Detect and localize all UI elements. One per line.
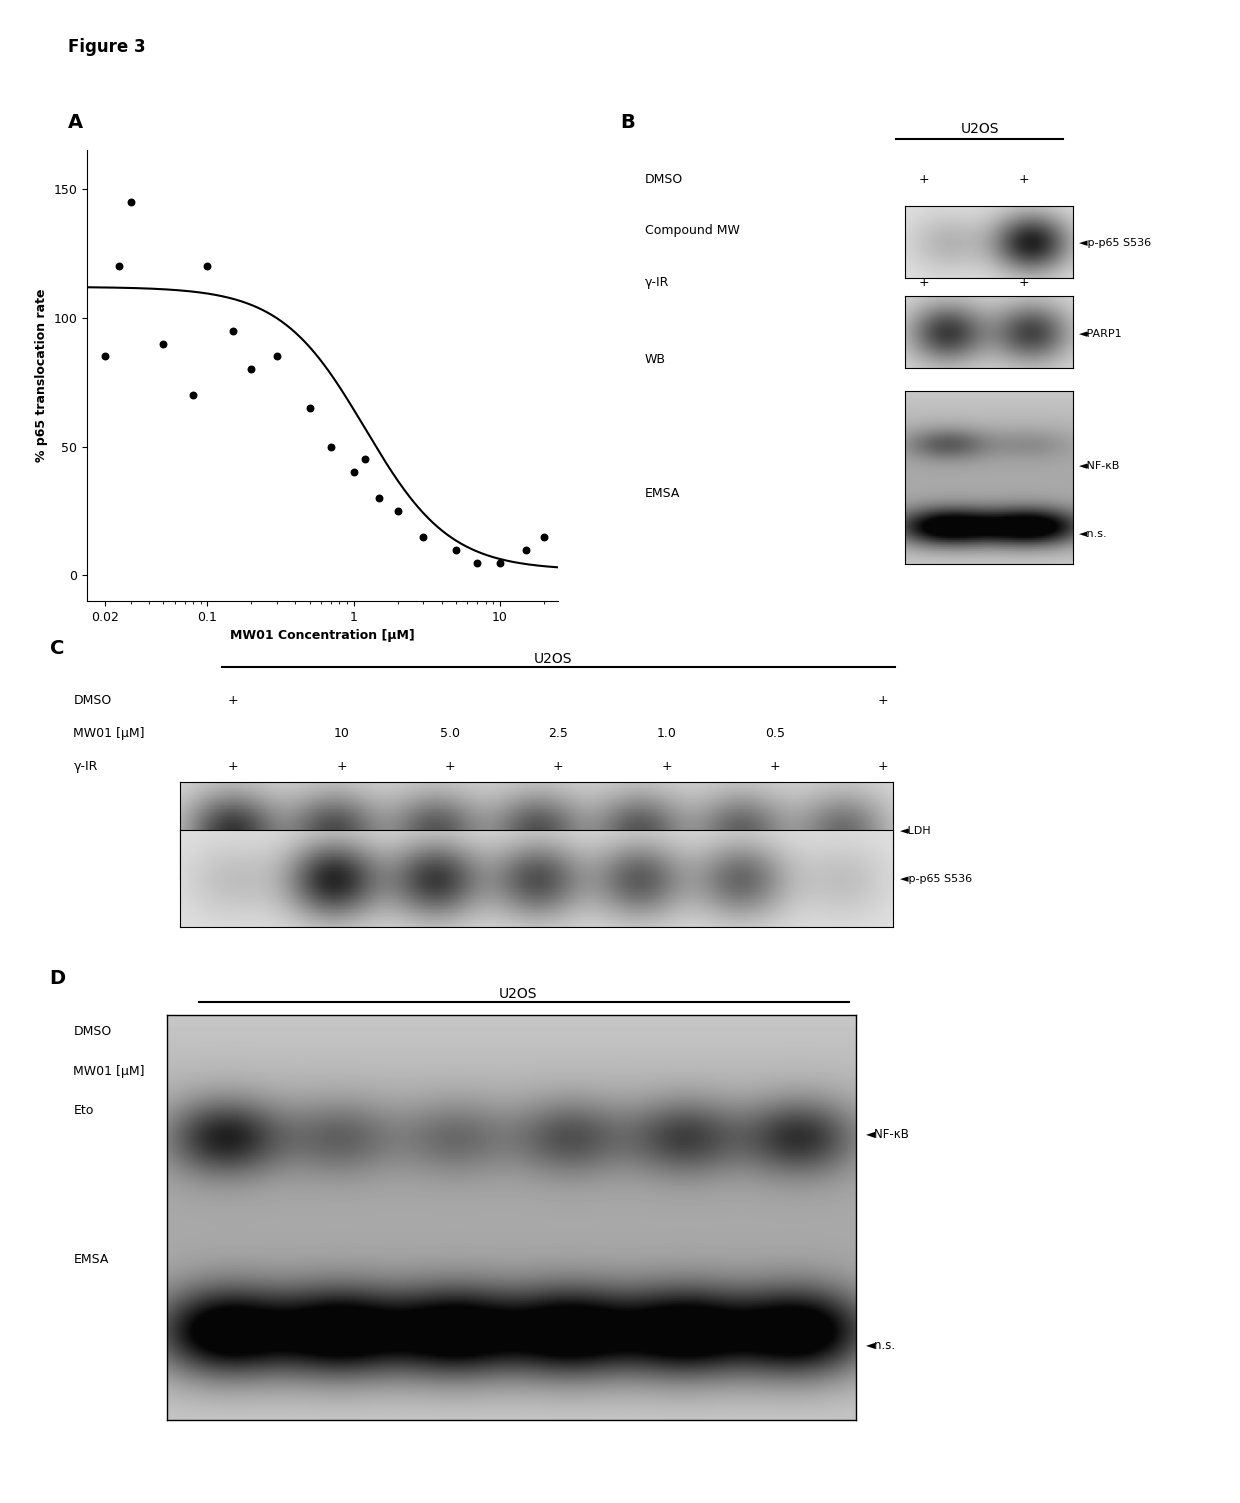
Point — [467, 550, 487, 574]
Text: 10: 10 — [337, 1064, 353, 1078]
Text: +: + — [770, 761, 780, 773]
Text: 1.0: 1.0 — [582, 1064, 601, 1078]
Point — [154, 332, 174, 356]
Text: 0.5: 0.5 — [765, 727, 785, 739]
Text: B: B — [620, 113, 635, 132]
Text: D: D — [50, 969, 66, 989]
Text: A: A — [68, 113, 83, 132]
Point — [388, 499, 408, 523]
X-axis label: MW01 Concentration [μM]: MW01 Concentration [μM] — [231, 630, 414, 642]
Text: DMSO: DMSO — [645, 173, 683, 186]
Point — [343, 460, 363, 484]
Point — [534, 525, 554, 549]
Point — [413, 525, 433, 549]
Text: +: + — [336, 761, 347, 773]
Text: 3.0: 3.0 — [459, 1064, 479, 1078]
Text: DMSO: DMSO — [73, 694, 112, 706]
Text: +: + — [587, 1105, 596, 1117]
Text: Eto: Eto — [73, 1105, 94, 1117]
Point — [95, 344, 115, 368]
Text: +: + — [445, 761, 455, 773]
Point — [355, 448, 374, 472]
Point — [267, 344, 286, 368]
Text: MW01 [μM]: MW01 [μM] — [73, 1064, 145, 1078]
Text: +: + — [553, 761, 563, 773]
Text: +: + — [919, 173, 929, 186]
Point — [122, 189, 141, 213]
Text: U2OS: U2OS — [960, 122, 999, 137]
Text: +: + — [878, 694, 889, 706]
Text: DMSO: DMSO — [73, 1025, 112, 1039]
Point — [370, 485, 389, 510]
Text: U2OS: U2OS — [498, 987, 538, 1001]
Text: 0.5: 0.5 — [704, 1064, 724, 1078]
Text: +: + — [217, 1105, 227, 1117]
Text: +: + — [919, 275, 929, 289]
Text: γ-IR: γ-IR — [645, 275, 670, 289]
Text: ◄NF-κB: ◄NF-κB — [866, 1129, 909, 1141]
Point — [109, 254, 129, 278]
Text: +: + — [217, 1025, 227, 1039]
Text: +: + — [878, 761, 889, 773]
Point — [223, 319, 243, 343]
Text: +: + — [340, 1105, 350, 1117]
Point — [490, 550, 510, 574]
Text: ◄LDH: ◄LDH — [900, 827, 932, 836]
Text: WB: WB — [645, 353, 666, 365]
Text: +: + — [228, 694, 238, 706]
Text: ◄NF-κB: ◄NF-κB — [1079, 461, 1120, 470]
Text: 0.2: 0.2 — [828, 1064, 848, 1078]
Text: +: + — [1019, 173, 1029, 186]
Text: +: + — [832, 1105, 843, 1117]
Text: ◄p-p65 S536: ◄p-p65 S536 — [900, 875, 972, 884]
Point — [516, 538, 536, 562]
Text: +: + — [1019, 275, 1029, 289]
Text: ◄n.s.: ◄n.s. — [1079, 529, 1107, 538]
Point — [300, 395, 320, 419]
Text: +: + — [709, 1105, 720, 1117]
Text: 1.0: 1.0 — [657, 727, 677, 739]
Text: EMSA: EMSA — [645, 487, 681, 500]
Point — [197, 254, 217, 278]
Text: C: C — [50, 639, 64, 658]
Text: +: + — [463, 1105, 474, 1117]
Y-axis label: % p65 translocation rate: % p65 translocation rate — [35, 289, 47, 463]
Point — [184, 383, 203, 407]
Text: ◄p-p65 S536: ◄p-p65 S536 — [1079, 239, 1151, 248]
Text: Figure 3: Figure 3 — [68, 38, 146, 56]
Text: γ-IR: γ-IR — [73, 761, 98, 773]
Text: 01: 01 — [1017, 224, 1032, 237]
Text: U2OS: U2OS — [533, 652, 572, 666]
Point — [446, 538, 466, 562]
Text: Compound MW: Compound MW — [645, 224, 740, 237]
Text: MW01 [μM]: MW01 [μM] — [73, 727, 145, 739]
Point — [321, 434, 341, 458]
Text: +: + — [661, 761, 672, 773]
Text: 10: 10 — [334, 727, 350, 739]
Text: +: + — [228, 761, 238, 773]
Text: ◄PARP1: ◄PARP1 — [1079, 329, 1122, 338]
Text: 2.5: 2.5 — [548, 727, 568, 739]
Point — [242, 358, 262, 382]
Text: EMSA: EMSA — [73, 1254, 109, 1266]
Text: ◄n.s.: ◄n.s. — [866, 1339, 895, 1351]
Text: 5.0: 5.0 — [440, 727, 460, 739]
